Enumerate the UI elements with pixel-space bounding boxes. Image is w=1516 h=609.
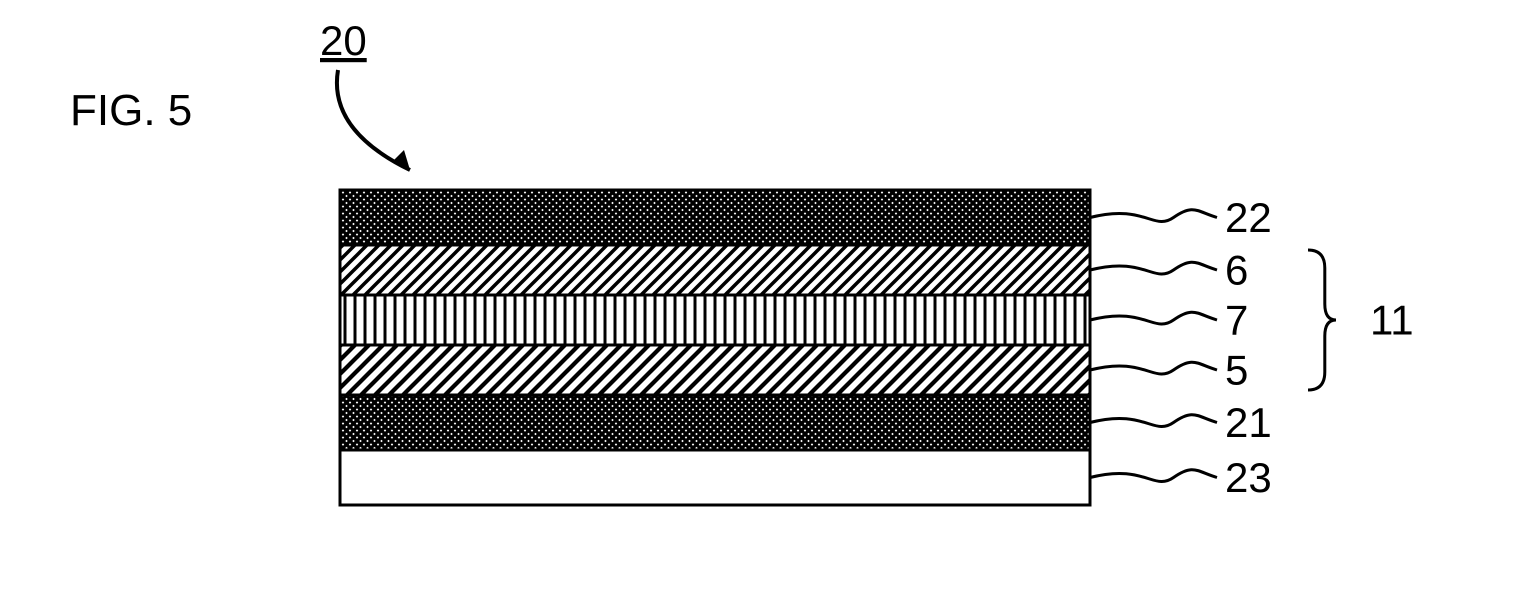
leader-21 [1090, 415, 1217, 427]
leader-22 [1090, 210, 1217, 222]
layer-ref-23: 23 [1225, 454, 1272, 501]
layer-23 [340, 450, 1090, 505]
leader-5 [1090, 362, 1217, 374]
layer-6 [340, 245, 1090, 295]
leader-7 [1090, 312, 1217, 324]
leader-6 [1090, 262, 1217, 274]
figure-canvas: FIG. 5 20 22 675 21 23 11 [0, 0, 1516, 609]
group-brace [1308, 250, 1336, 390]
layer-5 [340, 345, 1090, 395]
layer-ref-22: 22 [1225, 194, 1272, 241]
layer-7 [340, 295, 1090, 345]
layer-21 [340, 395, 1090, 450]
layer-22 [340, 190, 1090, 245]
group-ref-label: 11 [1370, 297, 1414, 344]
layer-ref-5: 5 [1225, 347, 1248, 394]
layer-ref-7: 7 [1225, 297, 1248, 344]
assembly-ref-label: 20 [320, 17, 367, 64]
leader-23 [1090, 470, 1217, 482]
figure-title: FIG. 5 [70, 86, 192, 135]
layer-ref-21: 21 [1225, 399, 1272, 446]
layer-ref-6: 6 [1225, 247, 1248, 294]
